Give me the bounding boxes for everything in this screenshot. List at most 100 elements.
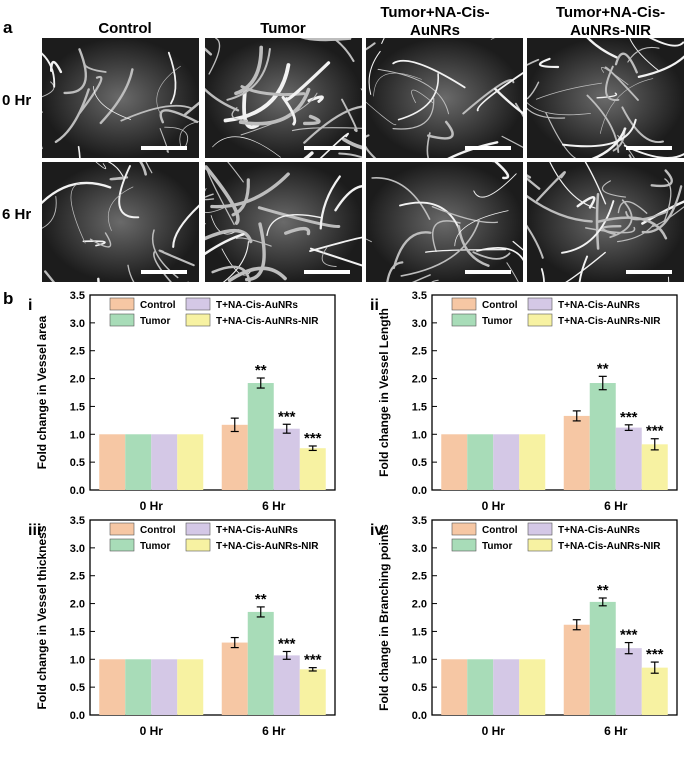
significance-label: ** <box>255 591 267 608</box>
bar <box>125 434 152 490</box>
y-tick-label: 1.0 <box>412 654 427 666</box>
legend-label: T+NA-Cis-AuNRs-NIR <box>216 316 319 327</box>
y-tick-label: 2.0 <box>412 599 427 611</box>
bar <box>273 428 300 490</box>
y-tick-label: 3.5 <box>70 290 85 302</box>
y-tick-label: 0.5 <box>412 682 427 694</box>
significance-label: *** <box>304 652 322 669</box>
scale-bar <box>304 146 350 150</box>
legend-label: T+NA-Cis-AuNRs <box>216 525 298 536</box>
legend-label: T+NA-Cis-AuNRs <box>216 300 298 311</box>
scale-bar <box>141 146 187 150</box>
x-tick-label: 0 Hr <box>140 724 164 738</box>
bar <box>273 655 300 715</box>
bar <box>221 642 248 715</box>
bar <box>299 669 326 715</box>
x-tick-label: 6 Hr <box>262 724 286 738</box>
y-tick-label: 1.0 <box>412 429 427 441</box>
legend-label: Tumor <box>140 541 170 552</box>
y-tick-label: 1.5 <box>70 401 85 413</box>
x-tick-label: 6 Hr <box>262 499 286 513</box>
y-tick-label: 2.5 <box>70 346 85 358</box>
significance-label: *** <box>646 423 664 440</box>
chart-panel-label: iii <box>28 522 41 539</box>
chart-branching-points: 0.0 0.5 1.0 1.5 2.0 2.5 3.0 3.5 Fold change in B… <box>342 510 684 760</box>
vessel-image-tumor-na-cis-0hr <box>366 38 523 158</box>
scale-bar <box>626 146 672 150</box>
legend-label: Tumor <box>482 316 512 327</box>
legend-swatch <box>109 538 135 552</box>
chart-svg: 0.0 0.5 1.0 1.5 2.0 2.5 3.0 3.5 Fold change in V… <box>28 515 336 738</box>
significance-label: ** <box>255 362 267 379</box>
panel-b-label: b <box>3 289 14 308</box>
significance-label: *** <box>278 635 296 652</box>
scale-bar <box>626 270 672 274</box>
significance-label: ** <box>597 360 609 377</box>
legend-swatch <box>109 297 135 311</box>
column-header-tumor-na-cis: Tumor+NA-Cis-AuNRs <box>380 4 490 39</box>
legend-swatch <box>527 522 553 536</box>
legend-swatch <box>185 297 211 311</box>
y-tick-label: 0.0 <box>70 710 85 722</box>
y-tick-label: 3.0 <box>412 543 427 555</box>
y-axis-label: Fold change in Vessel area <box>35 315 49 469</box>
legend-label: T+NA-Cis-AuNRs-NIR <box>558 541 661 552</box>
bar <box>615 427 642 490</box>
plot-frame <box>431 294 678 491</box>
y-tick-label: 1.0 <box>70 654 85 666</box>
y-tick-label: 3.0 <box>70 543 85 555</box>
chart-vessel-thickness: 0.0 0.5 1.0 1.5 2.0 2.5 3.0 3.5 Fold change in V… <box>0 510 342 760</box>
significance-label: *** <box>304 430 322 447</box>
bar <box>177 434 204 490</box>
plot-frame <box>89 519 336 716</box>
significance-label: ** <box>597 582 609 599</box>
vessel-image-tumor-na-cis-nir-0hr <box>527 38 684 158</box>
legend-label: T+NA-Cis-AuNRs-NIR <box>216 541 319 552</box>
legend-label: Control <box>140 300 176 311</box>
bar <box>589 601 616 715</box>
chart-svg: 0.0 0.5 1.0 1.5 2.0 2.5 3.0 3.5 Fold change in B… <box>370 515 678 738</box>
legend-swatch <box>527 297 553 311</box>
vessel-image-tumor-na-cis-nir-6hr <box>527 162 684 282</box>
bar <box>151 434 178 490</box>
legend-swatch <box>109 313 135 327</box>
legend-swatch <box>109 522 135 536</box>
vessel-image-tumor-6hr <box>205 162 362 282</box>
scale-bar <box>304 270 350 274</box>
bar <box>641 444 668 490</box>
bar <box>99 434 126 490</box>
bar <box>615 648 642 715</box>
legend-swatch <box>451 522 477 536</box>
vessel-image-control-0hr <box>42 38 199 158</box>
bar <box>519 659 546 715</box>
legend-label: Control <box>482 300 518 311</box>
chart-panel-label: ii <box>370 297 379 314</box>
plot-frame <box>431 519 678 716</box>
x-tick-label: 0 Hr <box>140 499 164 513</box>
bar <box>151 659 178 715</box>
y-tick-label: 1.5 <box>412 401 427 413</box>
bar <box>641 667 668 715</box>
plot-frame <box>89 294 336 491</box>
bar <box>441 659 468 715</box>
chart-vessel-length: 0.0 0.5 1.0 1.5 2.0 2.5 3.0 3.5 Fold change in V… <box>342 285 684 535</box>
scale-bar <box>465 146 511 150</box>
legend-label: T+NA-Cis-AuNRs <box>558 300 640 311</box>
y-tick-label: 2.0 <box>70 599 85 611</box>
significance-label: *** <box>646 646 664 663</box>
y-axis-label: Fold change in Vessel thickness <box>35 525 49 709</box>
bar <box>247 611 274 715</box>
bar <box>125 659 152 715</box>
bar <box>589 383 616 490</box>
significance-label: *** <box>620 409 638 426</box>
legend-swatch <box>451 313 477 327</box>
scale-bar <box>465 270 511 274</box>
y-tick-label: 3.5 <box>70 515 85 527</box>
y-tick-label: 0.0 <box>412 485 427 497</box>
y-tick-label: 1.5 <box>412 626 427 638</box>
y-tick-label: 2.0 <box>70 374 85 386</box>
y-axis-label: Fold change in Vessel Length <box>377 308 391 477</box>
legend-swatch <box>527 313 553 327</box>
bar <box>177 659 204 715</box>
bar <box>99 659 126 715</box>
